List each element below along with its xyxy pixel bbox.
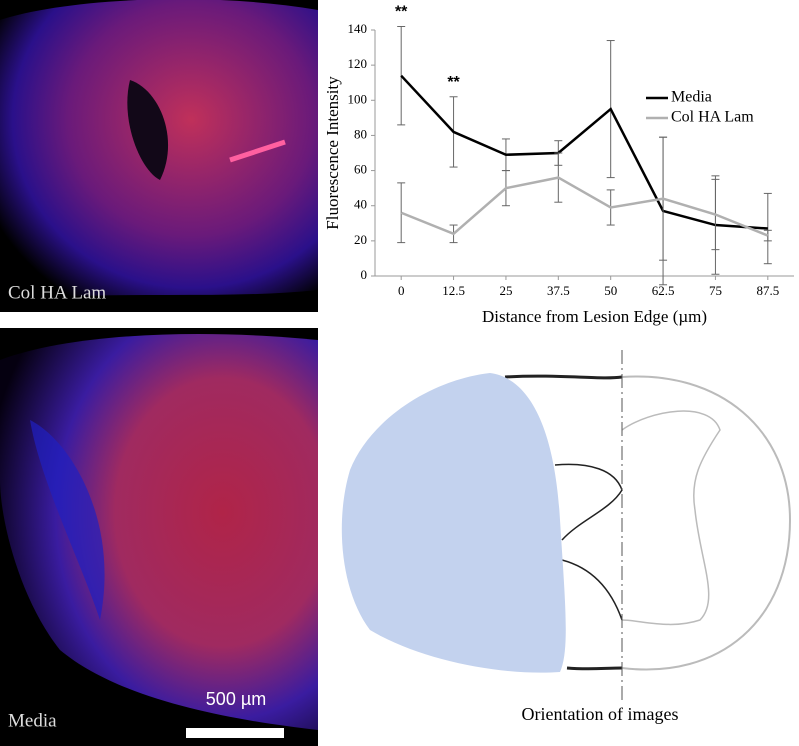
x-tick-label: 37.5 [547, 283, 570, 298]
scale-bar [186, 728, 284, 738]
micrograph [0, 334, 318, 730]
legend-label: Media [671, 89, 712, 106]
error-bar [763, 229, 772, 242]
x-tick-label: 87.5 [756, 283, 779, 298]
image-label: Col HA Lam [8, 282, 106, 303]
error-bar [763, 192, 772, 265]
significance: ** [395, 4, 408, 21]
outline [621, 375, 792, 671]
y-tick-label: 20 [354, 232, 367, 247]
grey-matter [554, 463, 623, 621]
image-label: Media [8, 710, 57, 731]
y-tick-label: 140 [348, 21, 368, 36]
x-tick-label: 50 [604, 283, 617, 298]
y-tick-label: 60 [354, 162, 367, 177]
outline [504, 374, 623, 671]
scale-bar-label: 500 µm [206, 689, 266, 709]
diagram: Orientation of images [341, 350, 792, 724]
y-tick-label: 100 [348, 91, 368, 106]
x-axis-label: Distance from Lesion Edge (µm) [482, 307, 707, 326]
diagram-caption: Orientation of images [522, 704, 679, 724]
x-tick-label: 12.5 [442, 283, 465, 298]
y-tick-label: 80 [354, 126, 367, 141]
vessel [229, 139, 286, 163]
x-tick-label: 0 [398, 283, 405, 298]
significance: ** [447, 74, 460, 91]
y-axis-label: Fluorescence Intensity [323, 76, 342, 230]
y-tick-label: 0 [361, 267, 368, 282]
y-tick-label: 120 [348, 56, 368, 71]
x-tick-label: 75 [709, 283, 722, 298]
lesion [30, 420, 105, 620]
legend-label: Col HA Lam [671, 109, 754, 126]
series-line [400, 74, 768, 230]
x-tick-label: 62.5 [652, 283, 675, 298]
grey-matter [621, 410, 721, 626]
orientation-area [341, 373, 566, 673]
x-tick-label: 25 [499, 283, 512, 298]
y-tick-label: 40 [354, 197, 367, 212]
series-line [400, 176, 769, 237]
lesion [127, 80, 169, 180]
